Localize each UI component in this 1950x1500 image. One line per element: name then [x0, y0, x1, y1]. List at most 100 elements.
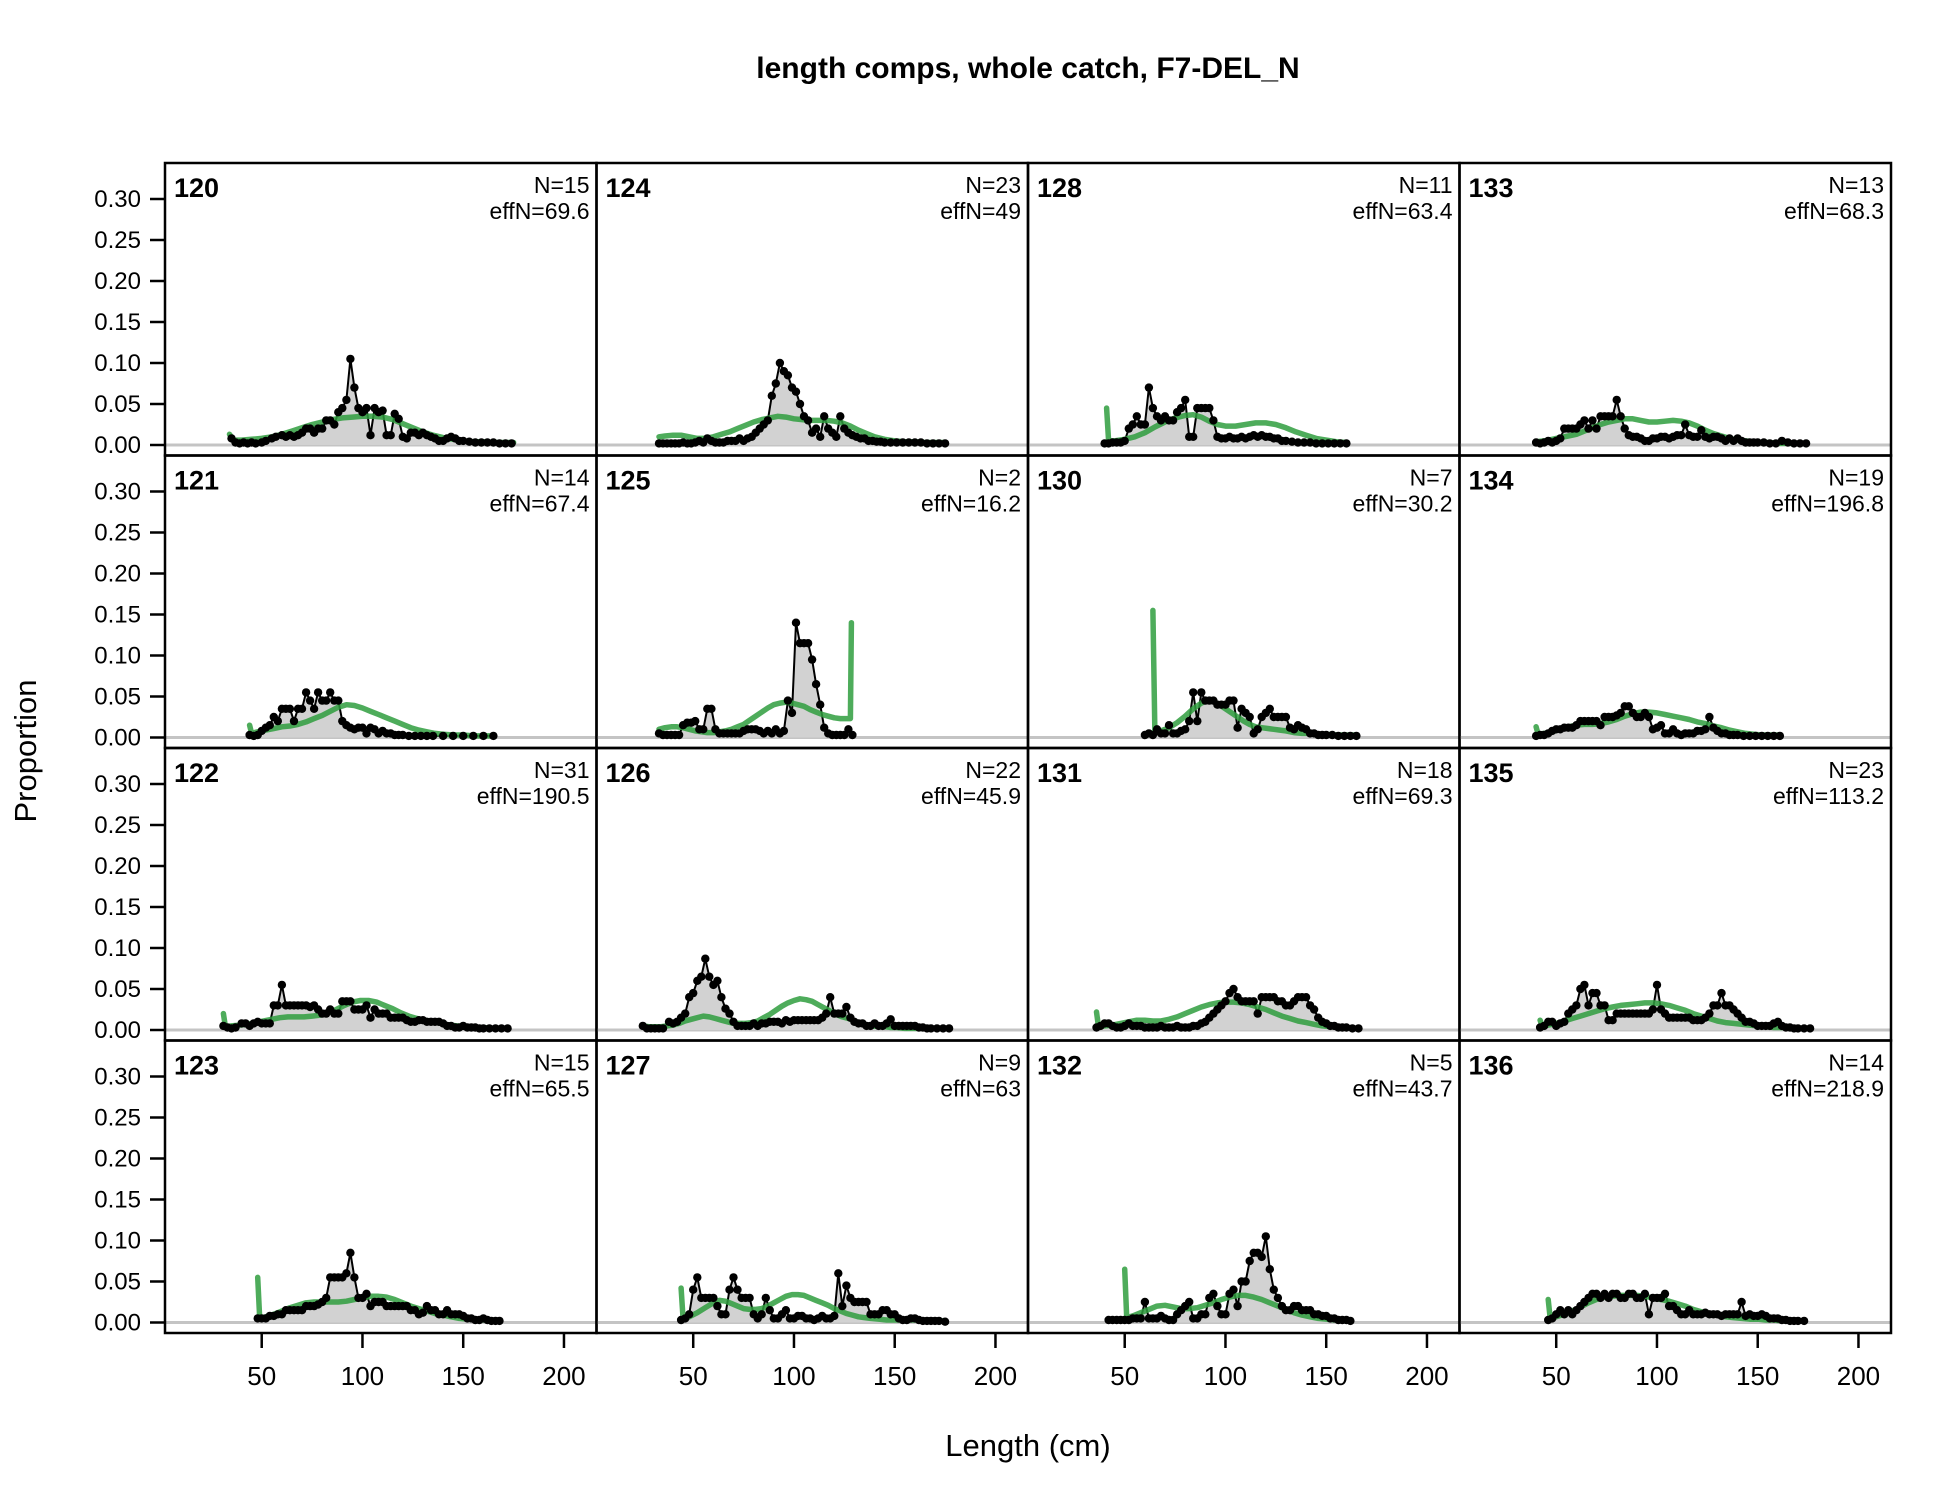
observed-point	[761, 1293, 770, 1303]
observed-point	[1608, 1016, 1617, 1025]
panel-effn-label: effN=196.8	[1771, 491, 1884, 517]
panel-effn-label: effN=69.3	[1353, 783, 1453, 809]
observed-point	[334, 696, 343, 705]
observed-point	[674, 730, 684, 740]
observed-point	[745, 1293, 754, 1303]
observed-point	[713, 1301, 722, 1311]
observed-point	[1330, 439, 1339, 448]
y-tick-label: 0.20	[94, 1146, 141, 1173]
observed-point	[1693, 432, 1702, 441]
observed-point	[469, 731, 478, 741]
observed-point	[1572, 1001, 1581, 1010]
observed-point	[701, 954, 710, 963]
panel-n-label: N=18	[1397, 757, 1453, 783]
panel-effn-label: effN=190.5	[477, 783, 590, 809]
panel-effn-label: effN=16.2	[921, 491, 1021, 517]
observed-point	[273, 1001, 282, 1010]
observed-point	[322, 696, 331, 705]
observed-point	[838, 1301, 847, 1311]
observed-point	[418, 1308, 428, 1317]
observed-point	[1584, 1001, 1593, 1010]
observed-point	[1318, 439, 1327, 448]
expected-line	[678, 1285, 948, 1324]
observed-point	[1176, 403, 1186, 413]
panel-n-label: N=14	[534, 465, 590, 491]
observed-fill	[1108, 1236, 1351, 1323]
observed-point	[285, 704, 295, 713]
observed-point	[1705, 1009, 1714, 1018]
observed-point	[1717, 988, 1726, 998]
observed-point	[1233, 723, 1242, 732]
observed-point	[779, 726, 789, 736]
observed-point	[1600, 1001, 1609, 1010]
observed-point	[471, 438, 480, 447]
observed-point	[1281, 436, 1291, 446]
observed-point	[1737, 1297, 1746, 1307]
observed-point	[699, 725, 708, 734]
observed-point	[366, 1013, 375, 1022]
x-tick-label: 50	[679, 1361, 708, 1391]
observed-point	[1140, 420, 1150, 429]
observed-point	[1273, 1293, 1283, 1303]
y-tick-label: 0.05	[94, 976, 141, 1003]
observed-point	[1648, 1005, 1658, 1014]
observed-point	[1281, 712, 1291, 722]
panel-n-label: N=22	[965, 757, 1021, 783]
observed-point	[862, 1297, 871, 1307]
observed-point	[1660, 1289, 1670, 1299]
observed-point	[697, 972, 706, 981]
observed-point	[1132, 412, 1142, 421]
observed-point	[691, 716, 700, 726]
observed-point	[277, 980, 287, 990]
panel-year-label: 125	[606, 466, 651, 496]
panel-year-label: 122	[174, 758, 219, 788]
panel-n-label: N=19	[1828, 465, 1884, 491]
observed-point	[771, 379, 780, 388]
observed-point	[1620, 424, 1629, 433]
observed-point	[938, 1024, 948, 1033]
observed-point	[1352, 731, 1361, 741]
observed-point	[775, 358, 785, 368]
panel-year-label: 123	[174, 1051, 219, 1081]
observed-point	[795, 399, 805, 409]
x-tick-label: 150	[1736, 1361, 1779, 1391]
observed-point	[904, 438, 913, 447]
panel-n-label: N=2	[978, 465, 1021, 491]
observed-point	[1793, 1316, 1803, 1326]
observed-point	[1745, 731, 1754, 741]
observed-point	[1205, 403, 1214, 413]
observed-point	[1616, 708, 1625, 718]
observed-point	[1616, 412, 1625, 421]
panel-n-label: N=23	[1828, 757, 1884, 783]
y-tick-label: 0.15	[94, 602, 141, 629]
y-tick-label: 0.15	[94, 894, 141, 921]
observed-point	[1185, 1297, 1194, 1307]
observed-point	[658, 1024, 668, 1033]
observed-point	[485, 1024, 494, 1033]
observed-point	[783, 696, 793, 705]
observed-point	[1346, 1316, 1355, 1326]
observed-point	[705, 972, 714, 981]
observed-line	[230, 358, 512, 445]
x-tick-label: 100	[1204, 1361, 1247, 1391]
x-tick-label: 100	[1635, 1361, 1678, 1391]
observed-point	[366, 431, 375, 440]
x-tick-label: 200	[542, 1361, 585, 1391]
observed-point	[1322, 730, 1331, 740]
observed-point	[342, 1269, 351, 1278]
panel-effn-label: effN=45.9	[921, 783, 1021, 809]
observed-point	[265, 721, 274, 730]
observed-point	[1681, 420, 1690, 429]
observed-point	[265, 1019, 274, 1028]
observed-point	[767, 391, 776, 400]
panel-effn-label: effN=113.2	[1773, 783, 1884, 809]
panel-year-label: 133	[1469, 173, 1514, 203]
observed-point	[1789, 439, 1799, 448]
observed-point	[693, 1273, 702, 1282]
observed-point	[1793, 1024, 1803, 1033]
observed-point	[346, 1248, 355, 1258]
observed-point	[1751, 731, 1760, 741]
panel-effn-label: effN=218.9	[1771, 1076, 1884, 1102]
observed-point	[1213, 1301, 1222, 1311]
observed-point	[944, 1024, 954, 1033]
